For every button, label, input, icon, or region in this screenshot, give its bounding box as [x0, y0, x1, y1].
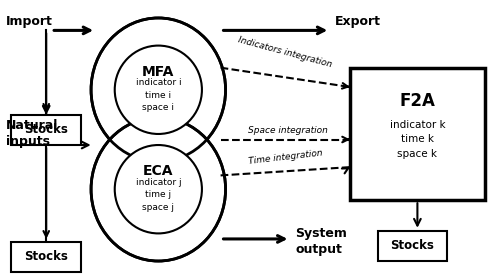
FancyBboxPatch shape [12, 115, 81, 145]
Text: MFA: MFA [142, 65, 174, 79]
Ellipse shape [115, 45, 202, 134]
Ellipse shape [91, 117, 225, 261]
Text: Natural
inputs: Natural inputs [7, 119, 59, 148]
Text: Indicators integration: Indicators integration [237, 35, 333, 69]
FancyBboxPatch shape [12, 242, 81, 272]
Text: Stocks: Stocks [390, 239, 434, 252]
Text: Import: Import [7, 15, 53, 28]
FancyBboxPatch shape [350, 68, 484, 200]
Text: indicator i
time i
space i: indicator i time i space i [135, 78, 181, 112]
Text: System
output: System output [296, 227, 347, 256]
Text: Stocks: Stocks [24, 250, 68, 263]
Text: Time integration: Time integration [248, 148, 323, 166]
Text: indicator k
time k
space k: indicator k time k space k [390, 120, 445, 159]
Text: indicator j
time j
space j: indicator j time j space j [135, 178, 181, 212]
FancyBboxPatch shape [378, 231, 447, 261]
Ellipse shape [115, 145, 202, 234]
Text: F2A: F2A [399, 92, 435, 110]
Ellipse shape [91, 18, 225, 162]
Text: Stocks: Stocks [24, 123, 68, 136]
Text: ECA: ECA [143, 164, 173, 178]
Text: Export: Export [335, 15, 381, 28]
Text: Space integration: Space integration [248, 126, 328, 135]
